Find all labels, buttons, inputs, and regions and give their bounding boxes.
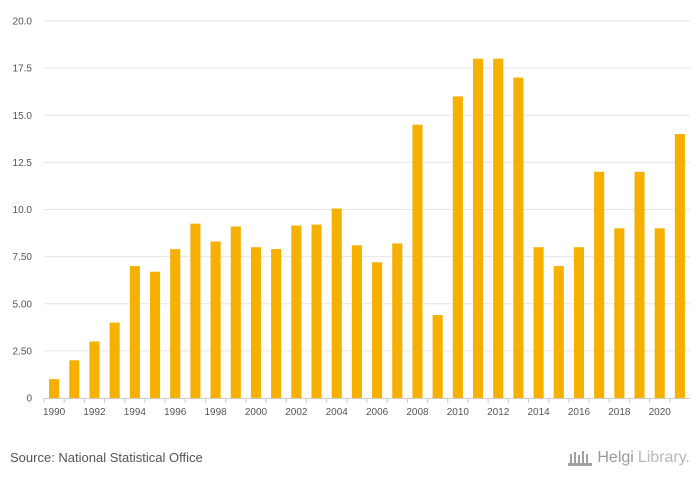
bar-2003[interactable]	[311, 224, 322, 398]
brand-suffix: Library.	[637, 449, 690, 466]
bar-1990[interactable]	[49, 379, 60, 398]
bar-2013[interactable]	[513, 77, 524, 399]
bar-2009[interactable]	[432, 315, 443, 398]
bar-2000[interactable]	[250, 247, 262, 398]
bar-2008[interactable]	[412, 124, 423, 399]
y-tick-label: 12.5	[13, 158, 33, 169]
bar-1992[interactable]	[89, 341, 100, 398]
x-tick-label: 2020	[649, 407, 672, 418]
x-axis: 1990 1992 1994 1996 1998 2000 2002 2004 2006 2008…	[43, 398, 690, 418]
x-tick-label: 1992	[83, 407, 106, 418]
bar-2020[interactable]	[654, 228, 665, 398]
helgi-library-logo[interactable]: Helgi Library.	[567, 448, 690, 468]
x-tick-label: 1994	[124, 407, 147, 418]
x-tick-label: 2014	[527, 407, 550, 418]
y-tick-label: 15.0	[13, 111, 33, 122]
bar-2007[interactable]	[392, 243, 403, 398]
x-tick-label: 2006	[366, 407, 389, 418]
bar-2012[interactable]	[493, 58, 504, 398]
x-tick-label: 2018	[608, 407, 631, 418]
bar-2004[interactable]	[331, 208, 342, 398]
bar-2014[interactable]	[533, 247, 544, 398]
source-note: Source: National Statistical Office	[10, 450, 203, 465]
bar-2001[interactable]	[271, 249, 282, 398]
bar-2016[interactable]	[573, 247, 585, 398]
x-tick-label: 1998	[204, 407, 227, 418]
x-tick-label: 2010	[447, 407, 470, 418]
bar-2010[interactable]	[452, 96, 463, 399]
y-tick-label: 2.50	[13, 346, 33, 357]
y-tick-label: 7.50	[13, 252, 33, 263]
gridlines	[44, 20, 690, 352]
x-tick-label: 2012	[487, 407, 510, 418]
bar-1998[interactable]	[210, 241, 221, 398]
bar-2019[interactable]	[634, 171, 645, 398]
x-tick-label: 1990	[43, 407, 66, 418]
y-tick-label: 0	[26, 394, 32, 405]
bar-1996[interactable]	[170, 249, 181, 398]
bar-2006[interactable]	[372, 262, 383, 398]
bar-2002[interactable]	[291, 225, 302, 398]
bar-1991[interactable]	[69, 360, 80, 398]
x-tick-label: 1996	[164, 407, 187, 418]
x-tick-label: 2000	[245, 407, 268, 418]
x-tick-label: 2002	[285, 407, 308, 418]
bar-1993[interactable]	[109, 322, 120, 398]
y-tick-label: 5.00	[13, 299, 33, 310]
bar-2015[interactable]	[553, 266, 564, 398]
x-tick-label: 2008	[406, 407, 429, 418]
bar-1994[interactable]	[129, 266, 140, 398]
bar-2018[interactable]	[614, 228, 625, 398]
bar-1999[interactable]	[230, 226, 241, 398]
bar-2005[interactable]	[351, 245, 362, 398]
y-tick-label: 20.0	[13, 17, 33, 28]
x-tick-label: 2004	[326, 407, 349, 418]
bar-2011[interactable]	[472, 58, 484, 398]
x-tick-label: 2016	[568, 407, 591, 418]
y-axis: 0 2.50 5.00 7.50 10.0 12.5 15.0 17.5 20.0	[13, 17, 33, 405]
brand-name: Helgi	[597, 449, 634, 466]
bar-1997[interactable]	[190, 223, 201, 398]
library-icon	[568, 451, 593, 466]
bars	[49, 58, 685, 399]
bar-1995[interactable]	[149, 271, 161, 398]
y-tick-label: 10.0	[13, 205, 33, 216]
bar-2017[interactable]	[594, 171, 605, 398]
y-tick-label: 17.5	[13, 64, 33, 75]
bar-2021[interactable]	[674, 134, 685, 398]
